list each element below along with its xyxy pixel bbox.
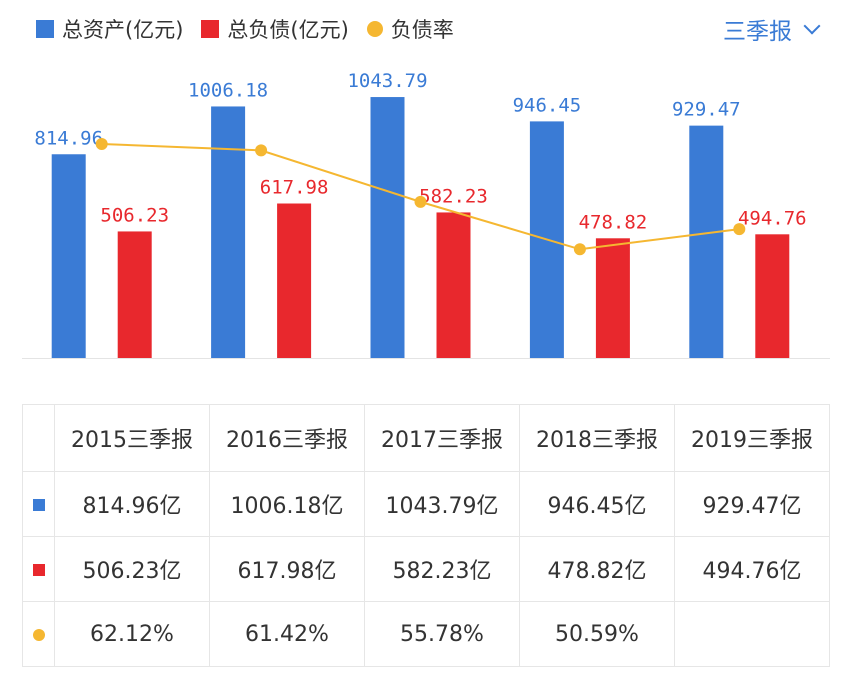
bar-total-assets: [689, 125, 724, 358]
table-cell: 1043.79亿: [364, 471, 520, 537]
data-table: 2015三季报 2016三季报 2017三季报 2018三季报 2019三季报 …: [22, 404, 830, 667]
yellow-dot-marker: [32, 628, 45, 641]
bar-total-assets: [370, 97, 405, 359]
bar-total-assets: [51, 154, 86, 358]
data-label-total-assets: 814.96: [34, 127, 103, 149]
table-header-2019: 2019三季报: [674, 404, 830, 472]
data-label-total-liabilities: 478.82: [579, 211, 648, 233]
table-header-2016: 2016三季报: [209, 404, 365, 472]
table-cell: 1006.18亿: [209, 471, 365, 537]
table-cell: [674, 601, 830, 667]
data-table-container: 2015三季报 2016三季报 2017三季报 2018三季报 2019三季报 …: [22, 404, 830, 667]
legend-dot-yellow: [366, 21, 383, 37]
bar-total-assets: [211, 106, 246, 358]
legend-item-debt-ratio[interactable]: 负债率: [366, 14, 454, 44]
point-debt-ratio: [95, 137, 108, 150]
data-label-total-assets: 929.47: [672, 99, 741, 121]
blue-square-marker: [32, 498, 45, 511]
legend-swatch-red: [201, 20, 220, 38]
table-header-2018: 2018三季报: [519, 404, 675, 472]
table-cell: 494.76亿: [674, 536, 830, 602]
data-label-total-liabilities: 582.23: [419, 185, 488, 207]
legend-label-total-assets: 总资产(亿元): [62, 18, 184, 42]
row-marker-cell: [22, 471, 55, 537]
legend-label-total-liabilities: 总负债(亿元): [227, 18, 349, 42]
table-cell: 62.12%: [54, 601, 210, 667]
row-marker-cell: [22, 536, 55, 602]
bar-line-chart: 814.96 506.23 1006.18 617.98 1043.79 582.23 94…: [22, 70, 830, 359]
point-debt-ratio: [733, 223, 746, 236]
point-debt-ratio: [573, 243, 586, 256]
data-label-total-assets: 1043.79: [347, 70, 427, 92]
table-header-row: 2015三季报 2016三季报 2017三季报 2018三季报 2019三季报: [22, 404, 830, 472]
legend-item-total-assets[interactable]: 总资产(亿元): [36, 14, 183, 44]
table-cell: 929.47亿: [674, 471, 830, 537]
bar-total-liabilities: [755, 234, 790, 358]
period-dropdown-label: 三季报: [723, 19, 792, 45]
table-cell: 582.23亿: [364, 536, 520, 602]
legend-swatch-blue: [36, 20, 54, 38]
period-dropdown[interactable]: 三季报: [723, 12, 821, 46]
data-label-total-assets: 946.45: [513, 94, 582, 116]
table-cell: 814.96亿: [54, 471, 210, 537]
table-cell: 55.78%: [364, 601, 520, 667]
table-row-total-assets: 814.96亿 1006.18亿 1043.79亿 946.45亿 929.47…: [22, 471, 830, 537]
table-header-2017: 2017三季报: [364, 404, 520, 472]
bar-total-liabilities: [277, 203, 312, 358]
data-label-total-assets: 1006.18: [188, 79, 268, 101]
table-cell: 478.82亿: [519, 536, 675, 602]
data-label-total-liabilities: 617.98: [260, 177, 329, 199]
table-cell: 946.45亿: [519, 471, 675, 537]
table-header-corner: [22, 404, 55, 472]
legend-label-debt-ratio: 负债率: [390, 18, 454, 42]
bar-total-liabilities: [117, 231, 152, 358]
bar-total-liabilities: [436, 212, 471, 358]
table-cell: 50.59%: [519, 601, 675, 667]
table-cell: 617.98亿: [209, 536, 365, 602]
data-label-total-liabilities: 494.76: [738, 207, 807, 229]
legend-item-total-liabilities[interactable]: 总负债(亿元): [201, 14, 349, 44]
table-row-debt-ratio: 62.12% 61.42% 55.78% 50.59%: [22, 601, 830, 667]
point-debt-ratio: [414, 195, 427, 208]
red-square-marker: [32, 563, 45, 576]
table-header-2015: 2015三季报: [54, 404, 210, 472]
row-marker-cell: [22, 601, 55, 667]
table-cell: 61.42%: [209, 601, 365, 667]
table-row-total-liabilities: 506.23亿 617.98亿 582.23亿 478.82亿 494.76亿: [22, 536, 830, 602]
table-cell: 506.23亿: [54, 536, 210, 602]
chart-legend: 总资产(亿元) 总负债(亿元) 负债率: [36, 14, 472, 44]
data-label-total-liabilities: 506.23: [100, 204, 169, 226]
point-debt-ratio: [255, 144, 268, 157]
bar-total-liabilities: [595, 238, 630, 358]
